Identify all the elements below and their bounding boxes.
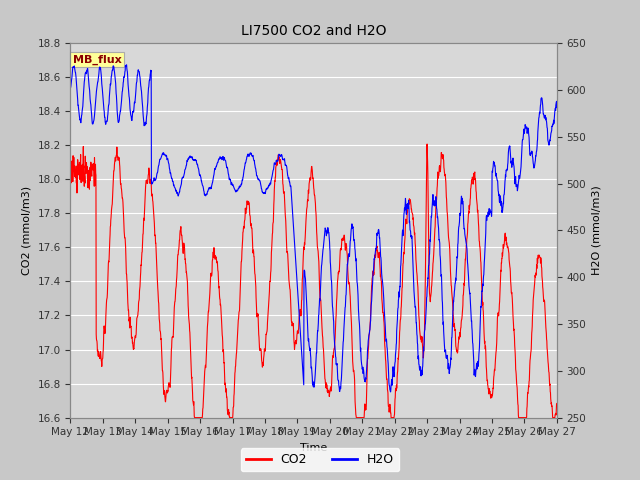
Title: LI7500 CO2 and H2O: LI7500 CO2 and H2O <box>241 24 387 38</box>
Text: MB_flux: MB_flux <box>73 54 122 65</box>
Y-axis label: H2O (mmol/m3): H2O (mmol/m3) <box>592 186 602 275</box>
Y-axis label: CO2 (mmol/m3): CO2 (mmol/m3) <box>22 186 32 275</box>
X-axis label: Time: Time <box>300 443 327 453</box>
Legend: CO2, H2O: CO2, H2O <box>241 448 399 471</box>
